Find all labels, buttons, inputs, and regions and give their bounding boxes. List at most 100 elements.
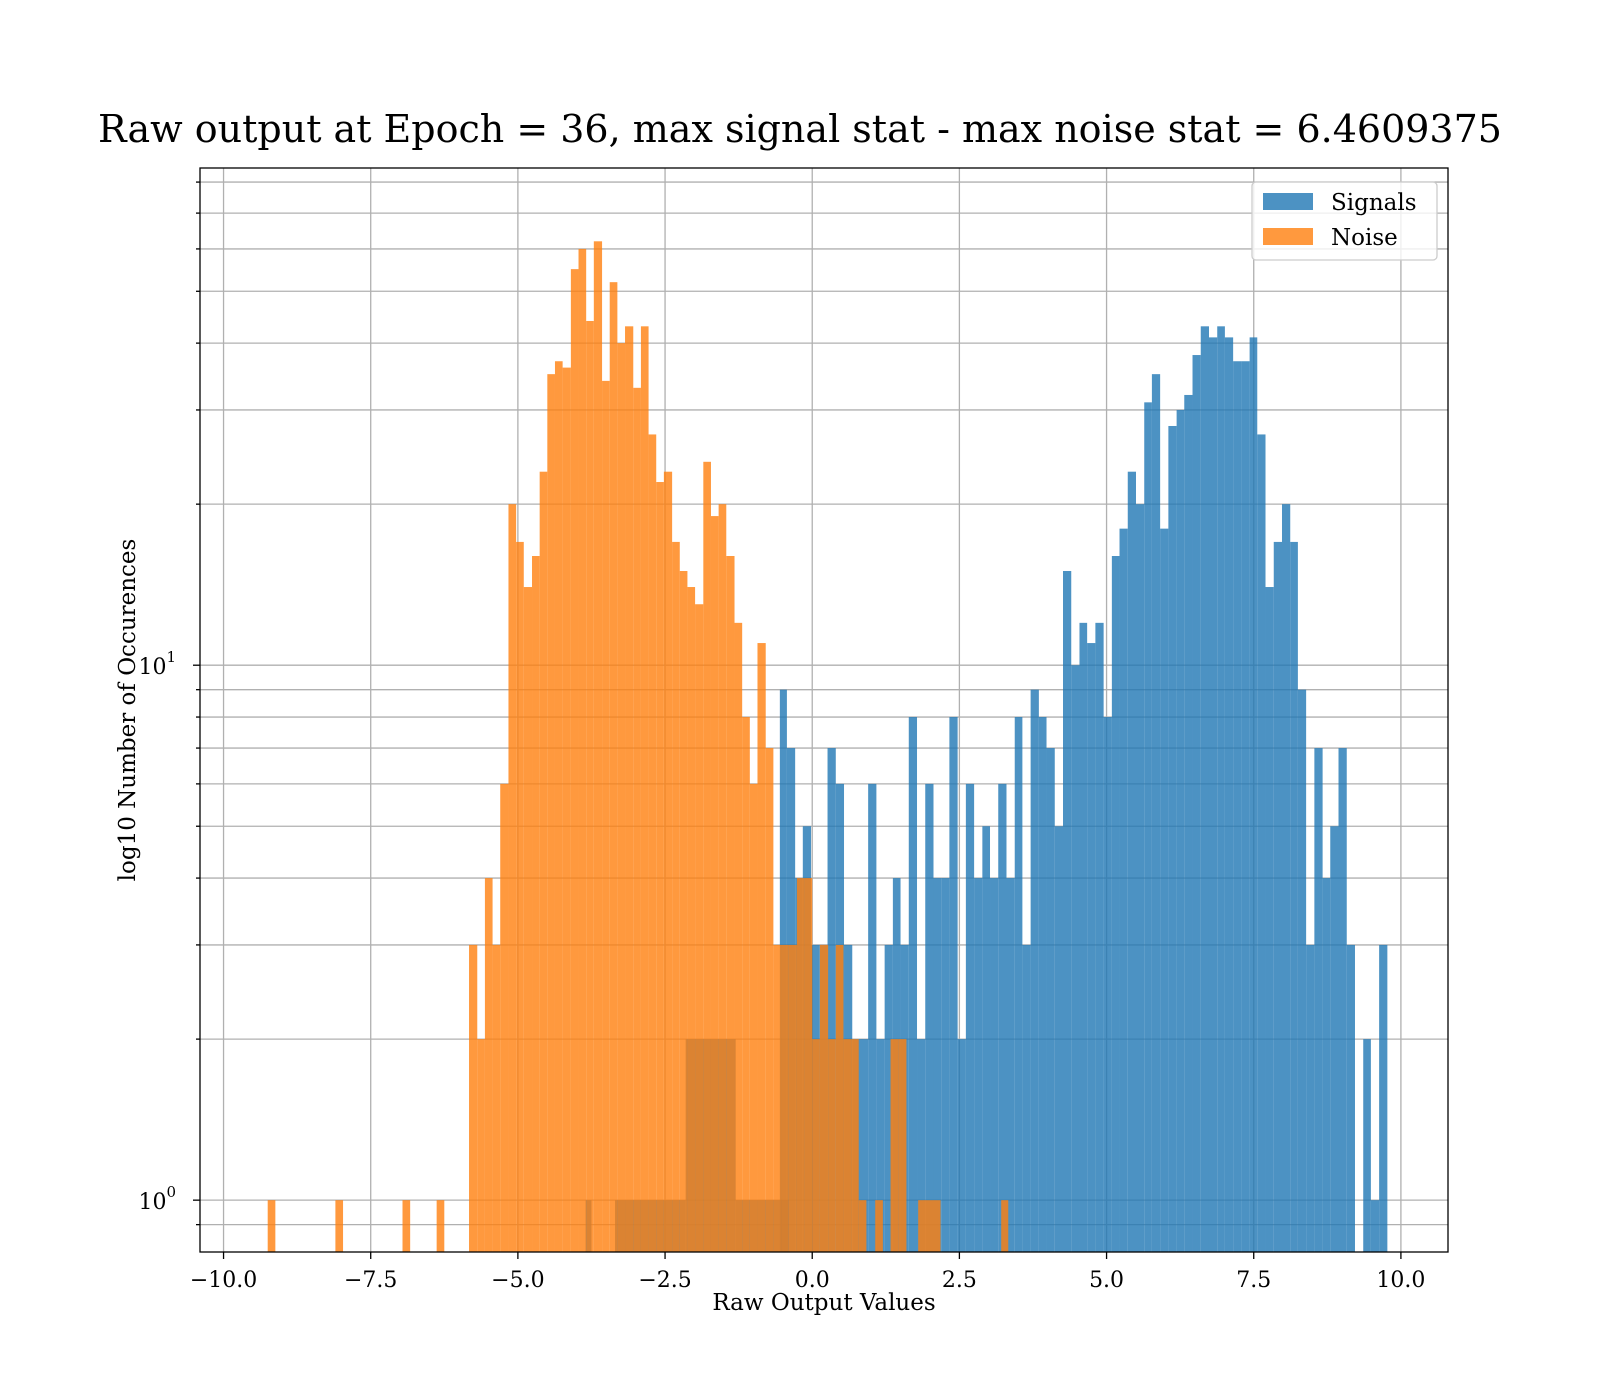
signals-bar xyxy=(1249,337,1258,1252)
signals-bar xyxy=(1014,717,1023,1252)
noise-bar xyxy=(436,1200,445,1252)
signals-bar xyxy=(1022,944,1031,1252)
noise-bar xyxy=(710,516,719,1252)
signals-bar xyxy=(1079,622,1088,1252)
noise-bar xyxy=(516,541,524,1252)
signals-bar xyxy=(1290,541,1298,1252)
noise-bar xyxy=(703,461,711,1252)
noise-bar xyxy=(804,878,813,1252)
noise-bar xyxy=(648,434,657,1253)
x-tick-label: −7.5 xyxy=(344,1268,397,1293)
signals-bar xyxy=(908,717,918,1252)
signals-bar xyxy=(1370,1200,1380,1252)
noise-bar xyxy=(796,878,805,1252)
noise-bar xyxy=(757,643,766,1252)
noise-bar xyxy=(532,556,540,1252)
legend-label-signals: Signals xyxy=(1331,190,1417,216)
signals-bar xyxy=(1030,689,1039,1252)
x-tick-label: −5.0 xyxy=(491,1268,544,1293)
noise-bar xyxy=(835,944,844,1252)
signals-bar xyxy=(1038,717,1047,1252)
noise-bar xyxy=(687,587,696,1252)
x-tick-label: −2.5 xyxy=(638,1268,691,1293)
noise-bar xyxy=(679,570,688,1252)
noise-bar xyxy=(402,1200,411,1252)
signals-bar xyxy=(1054,826,1064,1252)
noise-bar xyxy=(602,380,610,1253)
noise-bar xyxy=(578,248,587,1253)
noise-bar xyxy=(851,1039,859,1252)
signals-bar xyxy=(1265,587,1274,1252)
y-tick-exponent: 0 xyxy=(166,1183,176,1201)
signals-bar xyxy=(827,748,836,1252)
x-axis-label: Raw Output Values xyxy=(712,1290,935,1316)
signals-bar xyxy=(933,878,942,1252)
noise-bar xyxy=(656,482,664,1253)
signals-bar xyxy=(925,783,934,1252)
noise-bar xyxy=(570,269,579,1252)
noise-bar xyxy=(663,471,673,1252)
signals-bar xyxy=(1281,504,1291,1253)
noise-bar xyxy=(267,1200,276,1252)
noise-bar xyxy=(492,944,501,1252)
signals-bar xyxy=(1200,326,1209,1253)
y-tick-base: 10 xyxy=(138,655,166,680)
noise-bar xyxy=(508,504,517,1253)
noise-bar xyxy=(828,1039,836,1252)
noise-bar xyxy=(898,1039,907,1252)
signals-bar xyxy=(1151,374,1161,1252)
noise-bar xyxy=(477,1039,485,1252)
signals-bar xyxy=(965,783,975,1252)
signals-bar xyxy=(1224,337,1234,1252)
noise-bar xyxy=(765,748,774,1252)
noise-bar xyxy=(695,604,704,1252)
noise-bar xyxy=(781,944,789,1252)
signals-bar xyxy=(1136,504,1145,1253)
signals-bar xyxy=(1071,665,1080,1252)
signals-bar xyxy=(1346,944,1355,1252)
signals-bar xyxy=(1273,541,1282,1252)
signals-bar xyxy=(876,1039,885,1252)
noise-bar xyxy=(875,1200,883,1252)
noise-bar xyxy=(718,504,727,1253)
signals-bar xyxy=(1363,1039,1371,1252)
noise-bar xyxy=(500,783,509,1252)
signals-bar xyxy=(1257,434,1266,1253)
signals-bar xyxy=(1241,361,1250,1253)
signals-bar xyxy=(917,1039,926,1252)
signals-bar xyxy=(1176,409,1185,1252)
noise-bar xyxy=(547,374,555,1252)
signals-bar xyxy=(1233,361,1242,1253)
legend-swatch-signals xyxy=(1263,193,1313,210)
noise-bar xyxy=(819,944,829,1252)
y-tick-exponent: 1 xyxy=(166,648,176,666)
signals-bar xyxy=(1314,748,1323,1252)
noise-bar xyxy=(672,541,680,1252)
signals-bar xyxy=(1330,826,1339,1252)
signals-bar xyxy=(1184,394,1193,1252)
signals-bar xyxy=(868,783,877,1252)
signals-bar xyxy=(1006,878,1015,1252)
signals-bar xyxy=(1063,570,1072,1252)
noise-bar xyxy=(335,1200,344,1252)
signals-bar xyxy=(990,878,999,1252)
legend: Signals Noise xyxy=(1251,181,1438,261)
noise-bar xyxy=(562,367,571,1252)
y-tick-base: 10 xyxy=(138,1190,166,1215)
noise-bar xyxy=(523,587,533,1252)
x-tick-label: 0.0 xyxy=(795,1268,830,1293)
noise-bar xyxy=(554,361,563,1253)
noise-bar xyxy=(640,326,649,1253)
signals-bar xyxy=(1208,337,1218,1252)
signals-bar xyxy=(998,783,1007,1252)
signals-bar xyxy=(982,826,991,1252)
signals-bar xyxy=(860,1039,869,1252)
signals-bar xyxy=(1322,878,1331,1252)
signals-bar xyxy=(1192,355,1201,1253)
signals-bar xyxy=(1168,425,1177,1252)
noise-bar xyxy=(609,282,618,1252)
noise-bar xyxy=(734,622,743,1252)
noise-bar xyxy=(749,783,758,1252)
